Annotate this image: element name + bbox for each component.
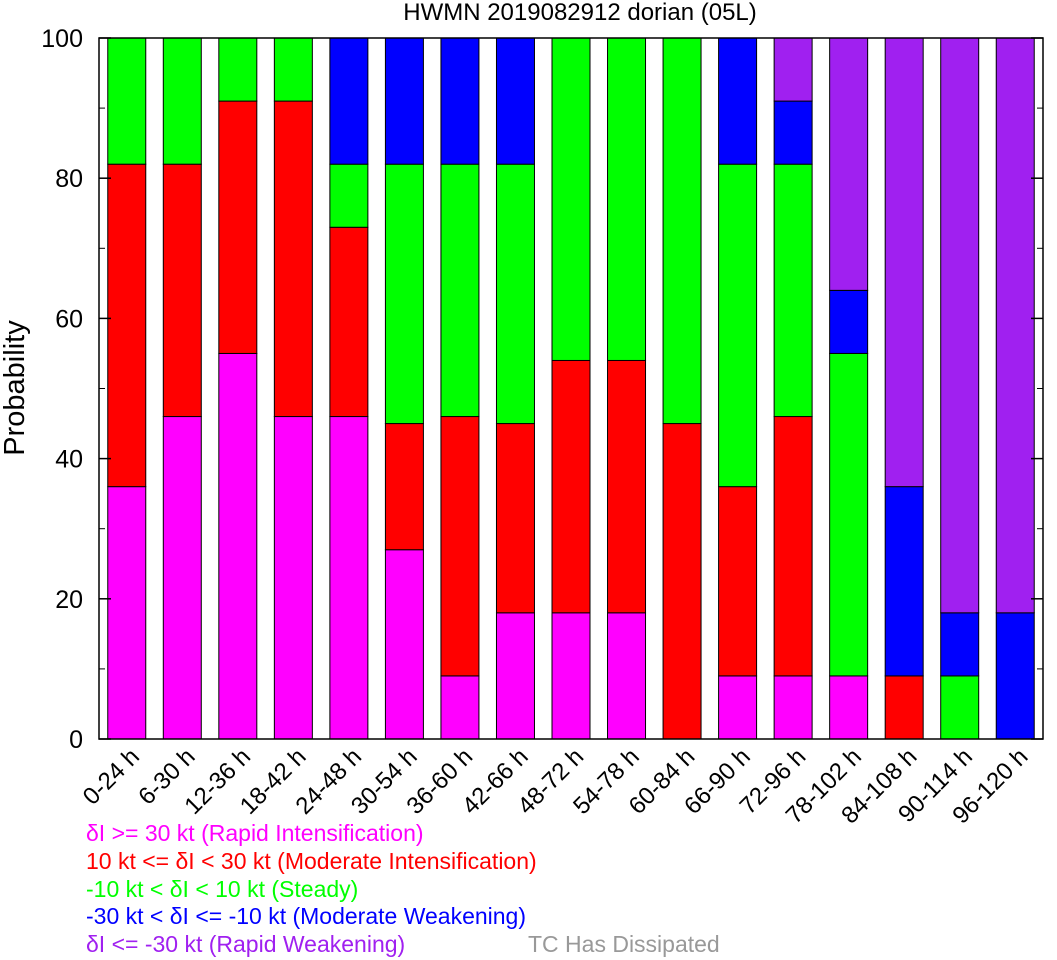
bar-segment-mi-2 (162, 163, 202, 418)
bar-segment-mi-11 (662, 423, 702, 740)
bar-segment-mw-7 (440, 37, 480, 165)
bar-segment-ri-13 (773, 675, 813, 740)
bar-segment-mw-15 (884, 486, 924, 677)
legend-dissipated: TC Has Dissipated (528, 931, 720, 957)
bar-segment-ri-8 (495, 612, 535, 740)
bar-segment-rw-13 (773, 37, 813, 102)
bar-segment-ri-7 (440, 675, 480, 740)
bar-segment-st-6 (384, 163, 424, 425)
bar-segment-mi-1 (107, 163, 147, 488)
y-tick-label: 40 (55, 446, 83, 474)
bar-segment-st-11 (662, 37, 702, 425)
bar-segment-st-4 (273, 37, 313, 102)
bar-segment-ri-9 (551, 612, 591, 740)
bar-segment-rw-17 (995, 37, 1035, 614)
bar-segment-st-10 (607, 37, 647, 361)
bar-segment-ri-6 (384, 549, 424, 740)
bar-segment-mw-13 (773, 100, 813, 165)
bar-segment-st-16 (940, 675, 980, 740)
bar-segment-ri-10 (607, 612, 647, 740)
bar-segment-rw-16 (940, 37, 980, 614)
bar-segment-st-14 (829, 352, 869, 677)
bar-segment-st-2 (162, 37, 202, 165)
x-tick-label: 0-24 h (78, 743, 145, 810)
bar-segment-ri-1 (107, 486, 147, 740)
bar-segment-ri-12 (718, 675, 758, 740)
bar-segment-mi-7 (440, 416, 480, 677)
bar-segment-st-13 (773, 163, 813, 418)
bar-segment-mw-5 (329, 37, 369, 165)
bar-segment-mw-16 (940, 612, 980, 677)
bar-segment-mi-4 (273, 100, 313, 418)
bar-segment-st-1 (107, 37, 147, 165)
bar-segment-mi-13 (773, 416, 813, 677)
y-axis-label: Probability (0, 320, 31, 456)
legend-moderate-weakening: -30 kt < δI <= -10 kt (Moderate Weakenin… (86, 903, 527, 929)
legend-rapid-intensification: δI >= 30 kt (Rapid Intensification) (86, 820, 424, 846)
bars-layer (107, 37, 1035, 740)
bar-segment-ri-14 (829, 675, 869, 740)
bar-segment-ri-5 (329, 416, 369, 740)
bar-segment-st-3 (218, 37, 258, 102)
bar-segment-rw-15 (884, 37, 924, 488)
legend-moderate-intensification: 10 kt <= δI < 30 kt (Moderate Intensific… (86, 848, 537, 874)
y-tick-label: 0 (69, 726, 83, 754)
bar-segment-mi-5 (329, 226, 369, 418)
bar-segment-mi-6 (384, 423, 424, 551)
legend-rapid-weakening: δI <= -30 kt (Rapid Weakening) (86, 931, 406, 957)
bar-segment-st-5 (329, 163, 369, 228)
bar-segment-st-8 (495, 163, 535, 425)
bar-segment-mw-14 (829, 289, 869, 354)
bar-segment-st-7 (440, 163, 480, 418)
chart-title: HWMN 2019082912 dorian (05L) (403, 0, 757, 26)
bar-segment-ri-2 (162, 416, 202, 740)
y-tick-label: 60 (55, 305, 83, 333)
bar-segment-mw-8 (495, 37, 535, 165)
bar-segment-st-9 (551, 37, 591, 361)
bar-segment-st-12 (718, 163, 758, 488)
bar-segment-mi-9 (551, 359, 591, 614)
y-tick-label: 100 (41, 25, 83, 53)
bar-segment-ri-3 (218, 352, 258, 740)
bar-segment-rw-14 (829, 37, 869, 291)
legend-steady: -10 kt < δI < 10 kt (Steady) (86, 876, 359, 902)
bar-segment-mi-12 (718, 486, 758, 677)
bar-segment-mw-6 (384, 37, 424, 165)
bar-segment-mw-12 (718, 37, 758, 165)
y-tick-label: 80 (55, 165, 83, 193)
bar-segment-mi-8 (495, 423, 535, 614)
y-tick-label: 20 (55, 586, 83, 614)
bar-segment-mw-17 (995, 612, 1035, 740)
bar-segment-mi-3 (218, 100, 258, 354)
bar-segment-mi-10 (607, 359, 647, 614)
bar-segment-ri-4 (273, 416, 313, 740)
bar-segment-mi-15 (884, 675, 924, 740)
